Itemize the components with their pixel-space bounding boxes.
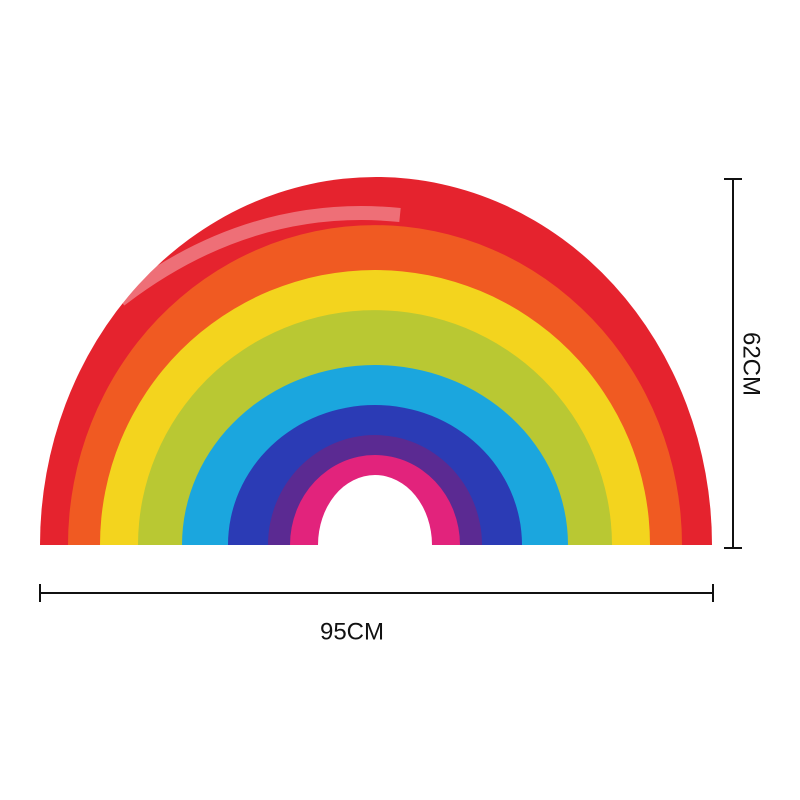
height-dimension: 62CM xyxy=(724,178,765,549)
rainbow-balloon xyxy=(40,177,712,545)
width-label: 95CM xyxy=(320,618,384,645)
inner-hole xyxy=(318,475,432,545)
highlight xyxy=(115,206,401,306)
height-label: 62CM xyxy=(738,332,765,396)
width-dimension: 95CM xyxy=(39,584,714,645)
